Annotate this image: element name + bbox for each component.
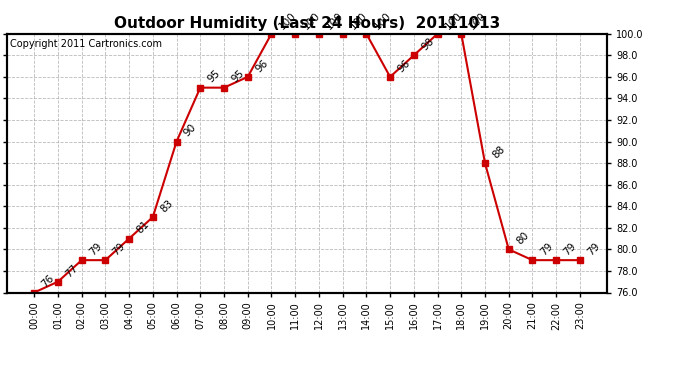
Text: 95: 95 (230, 69, 246, 85)
Text: 76: 76 (40, 273, 56, 290)
Text: 100: 100 (467, 10, 488, 31)
Text: 96: 96 (253, 58, 270, 74)
Text: 79: 79 (562, 241, 578, 257)
Text: 96: 96 (395, 58, 412, 74)
Text: 95: 95 (206, 69, 222, 85)
Text: 100: 100 (324, 10, 346, 31)
Text: 77: 77 (63, 262, 80, 279)
Text: 90: 90 (182, 122, 199, 139)
Text: 79: 79 (586, 241, 602, 257)
Text: 81: 81 (135, 219, 151, 236)
Text: 98: 98 (420, 36, 436, 52)
Text: 100: 100 (443, 10, 464, 31)
Text: 79: 79 (111, 241, 128, 257)
Text: Copyright 2011 Cartronics.com: Copyright 2011 Cartronics.com (10, 39, 162, 49)
Text: 100: 100 (301, 10, 322, 31)
Text: 100: 100 (372, 10, 393, 31)
Text: 100: 100 (348, 10, 369, 31)
Text: 80: 80 (514, 230, 531, 247)
Text: 79: 79 (538, 241, 555, 257)
Text: 88: 88 (491, 144, 507, 160)
Text: 83: 83 (159, 198, 175, 214)
Title: Outdoor Humidity (Last 24 Hours)  20111013: Outdoor Humidity (Last 24 Hours) 2011101… (114, 16, 500, 31)
Text: 79: 79 (87, 241, 104, 257)
Text: 100: 100 (277, 10, 298, 31)
